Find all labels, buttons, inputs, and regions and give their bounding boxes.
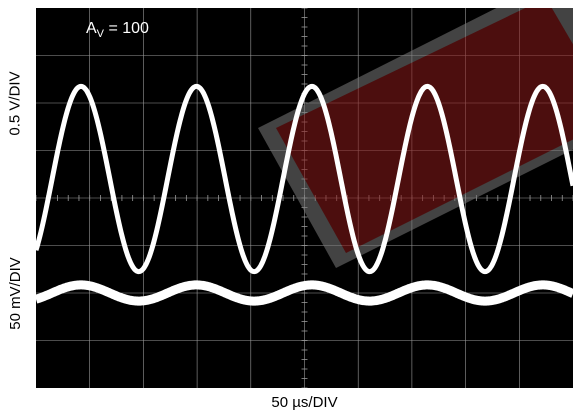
y-axis-label-top-text: 0.5 V/DIV [6,70,24,136]
x-axis-label: 50 µs/DIV [271,394,338,411]
oscilloscope-screen: AV = 100 [36,8,573,388]
gain-subscript: V [96,28,105,41]
trace-output [36,83,573,275]
y-axis-label-top: 0.5 V/DIV [0,8,30,198]
y-axis-label-bottom-text: 50 mV/DIV [6,256,24,330]
gain-prefix: A [86,20,97,37]
y-axis-label-bottom: 50 mV/DIV [0,198,30,388]
watermark-logo [258,8,573,268]
gain-suffix: = 100 [104,20,149,37]
trace-input [36,280,573,306]
traces [36,83,573,306]
gain-annotation: AV = 100 [86,20,149,40]
oscilloscope-plot [36,8,573,388]
